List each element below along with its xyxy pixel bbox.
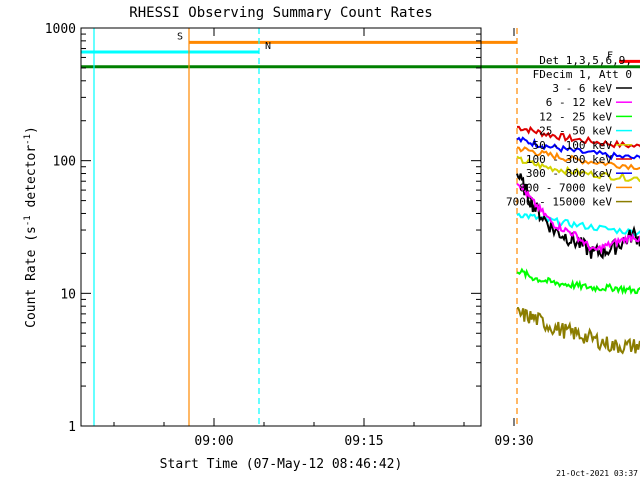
series-100to300keV bbox=[517, 125, 640, 149]
x-tick-label-0: 09:00 bbox=[194, 434, 233, 449]
legend-header-line1: Det 1,3,5,6,9, bbox=[539, 54, 632, 67]
legend-label-0: 3 - 6 keV bbox=[552, 82, 612, 95]
bar-label-N: N bbox=[265, 41, 271, 52]
series-12to25keV bbox=[516, 267, 640, 296]
series-6to12keV bbox=[516, 182, 640, 255]
chart-title: RHESSI Observing Summary Count Rates bbox=[129, 5, 432, 21]
series-300to800keV bbox=[516, 136, 640, 161]
bar-label-S: S bbox=[177, 31, 183, 42]
series-25to50keV bbox=[516, 212, 640, 237]
legend-label-3: 25 - 50 keV bbox=[539, 125, 612, 138]
legend: Det 1,3,5,6,9, FDecim 1, Att 0 3 - 6 keV… bbox=[506, 54, 632, 209]
observing-bars: SNFRD0RD6 bbox=[81, 31, 640, 69]
count-rate-series bbox=[516, 125, 640, 355]
legend-label-6: 300 - 800 keV bbox=[526, 167, 612, 180]
bar-label-F: F bbox=[607, 50, 613, 61]
y-tick-label-2: 100 bbox=[53, 155, 76, 170]
series-50to100keV bbox=[516, 155, 640, 183]
y-axis: 1 10 100 1000 bbox=[45, 22, 481, 435]
legend-label-1: 6 - 12 keV bbox=[546, 96, 613, 109]
legend-label-7: 800 - 7000 keV bbox=[519, 181, 612, 194]
timestamp: 21-Oct-2021 03:37 bbox=[556, 469, 638, 478]
y-tick-label-1: 10 bbox=[60, 287, 76, 302]
plot-frame bbox=[80, 27, 482, 427]
series-7000to15000keV bbox=[516, 307, 640, 355]
legend-label-8: 7000 - 15000 keV bbox=[506, 196, 612, 209]
legend-label-4: 50 - 100 keV bbox=[533, 139, 613, 152]
x-tick-label-1: 09:15 bbox=[344, 434, 383, 449]
x-tick-label-2: 09:30 bbox=[494, 434, 533, 449]
y-tick-label-3: 1000 bbox=[45, 22, 76, 37]
series-800to7000keV bbox=[516, 146, 640, 171]
event-markers bbox=[93, 28, 518, 426]
y-axis-label: Count Rate (s-1 detector-1) bbox=[23, 126, 39, 328]
legend-label-5: 100 - 300 keV bbox=[526, 153, 612, 166]
legend-header-line2: FDecim 1, Att 0 bbox=[533, 68, 632, 81]
x-axis-label: Start Time (07-May-12 08:46:42) bbox=[160, 457, 403, 472]
y-tick-label-0: 1 bbox=[68, 420, 76, 435]
legend-label-2: 12 - 25 keV bbox=[539, 110, 612, 123]
